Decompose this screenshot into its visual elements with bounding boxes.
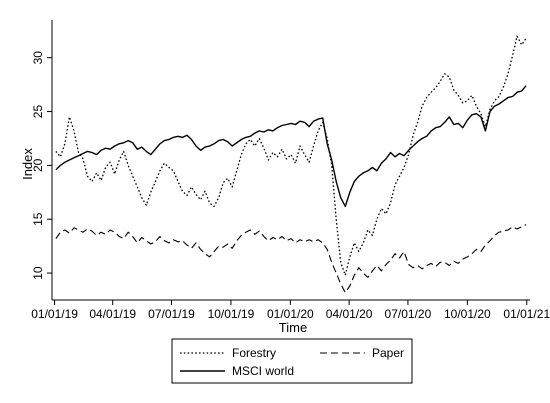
legend-box [171,338,413,384]
legend: Forestry Paper MSCI world [171,338,413,384]
x-tick-label: 07/01/19 [148,307,195,321]
plot-area [55,35,527,294]
y-tick-label: 25 [31,105,45,119]
series-line-forestry [55,35,527,276]
y-tick-label: 10 [31,266,45,280]
y-tick-label: 30 [31,51,45,65]
x-tick-label: 01/01/19 [31,307,78,321]
y-tick-label: 15 [31,212,45,226]
legend-label: Forestry [232,346,276,360]
x-axis-title: Time [279,320,307,335]
series-line-msci-world [55,85,527,207]
x-tick-label: 10/01/19 [208,307,255,321]
x-tick-label: 10/01/20 [444,307,491,321]
legend-label: Paper [372,346,404,360]
x-tick-label: 07/01/20 [385,307,432,321]
y-axis-title: Index [20,148,35,180]
y-tick-label: 20 [31,158,45,172]
y-axis: 10 15 20 25 30 [31,20,53,300]
legend-label: MSCI world [232,364,294,378]
series-line-paper [55,224,527,294]
x-tick-label: 01/01/20 [267,307,314,321]
x-tick-label: 04/01/20 [326,307,373,321]
x-tick-label: 04/01/19 [89,307,136,321]
x-axis: 01/01/19 04/01/19 07/01/19 10/01/19 01/01/20… [31,299,550,321]
x-tick-label: 01/01/21 [503,307,550,321]
